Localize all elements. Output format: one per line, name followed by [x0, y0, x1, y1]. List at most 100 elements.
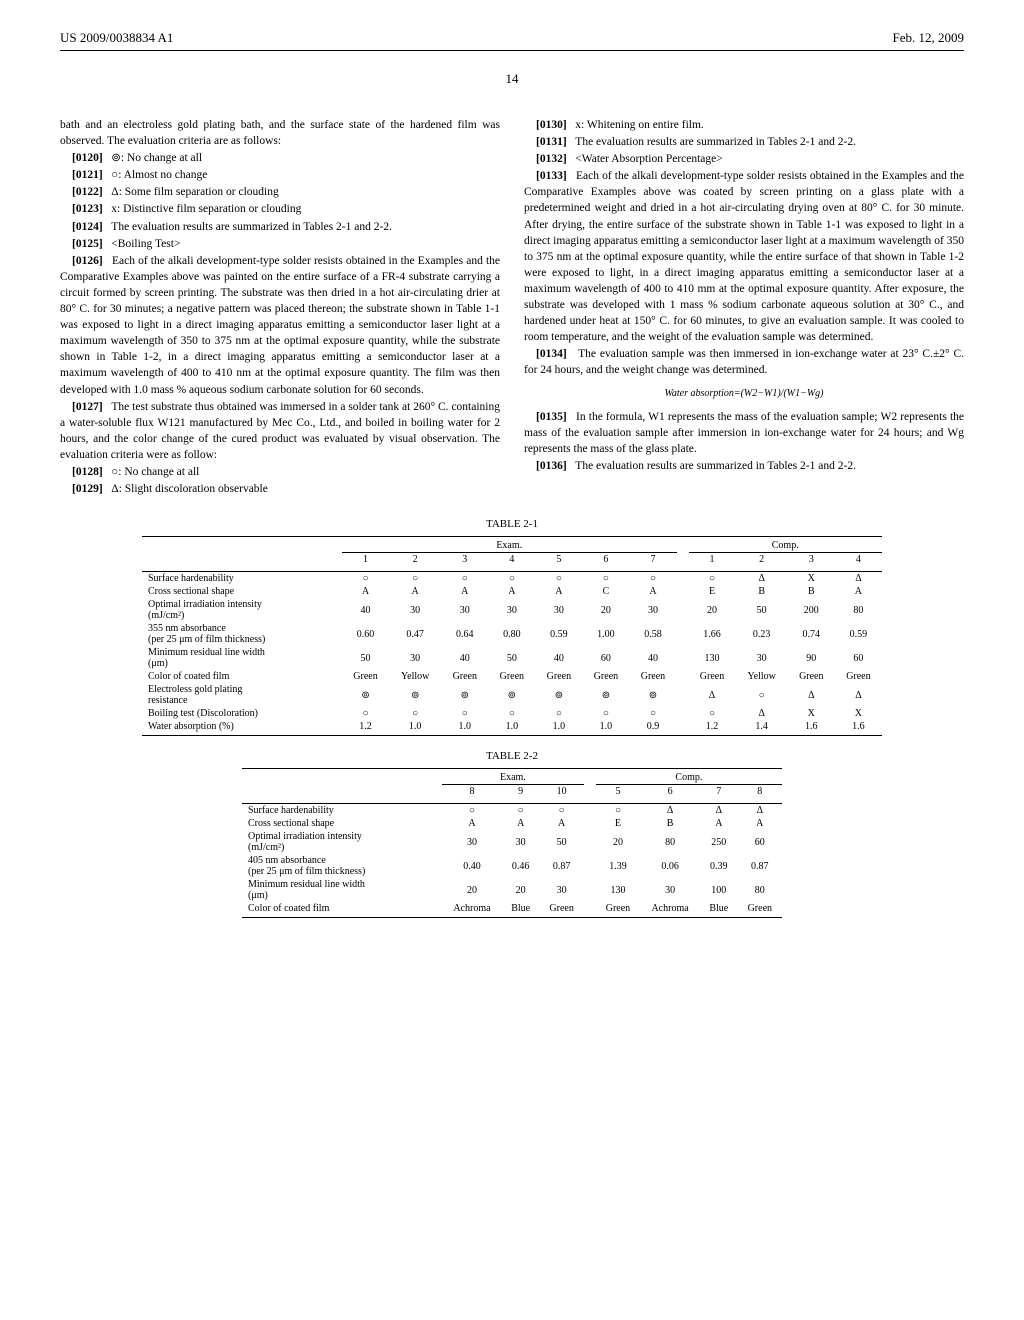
table-cell: 1.00	[582, 622, 629, 646]
table-cell: 30	[640, 878, 700, 902]
table-cell: ⊚	[441, 683, 488, 707]
table-cell: Δ	[788, 683, 835, 707]
para-0132: [0132] <Water Absorption Percentage>	[524, 151, 964, 167]
table-cell: 0.47	[389, 622, 441, 646]
page-header: US 2009/0038834 A1 Feb. 12, 2009	[60, 30, 964, 51]
table-cell: 30	[441, 598, 488, 622]
table-row-label: Surface hardenability	[142, 572, 342, 586]
table-cell: ○	[502, 804, 540, 818]
table-cell: 20	[582, 598, 629, 622]
table-cell: Green	[441, 670, 488, 683]
table-row-label: Minimum residual line width (μm)	[142, 646, 342, 670]
patent-page: US 2009/0038834 A1 Feb. 12, 2009 14 bath…	[0, 0, 1024, 948]
table-cell: 40	[535, 646, 582, 670]
table-cell: 250	[700, 830, 738, 854]
para-0128: [0128] ○: No change at all	[60, 464, 500, 480]
table-cell: Achroma	[640, 902, 700, 915]
table-cell: ○	[535, 572, 582, 586]
table-cell: 90	[788, 646, 835, 670]
table-cell: ○	[389, 572, 441, 586]
table-cell: 0.06	[640, 854, 700, 878]
table-cell: 20	[502, 878, 540, 902]
table-cell: ⊚	[342, 683, 389, 707]
table-col-header: 7	[629, 553, 676, 572]
table-cell: 130	[689, 646, 736, 670]
para-0136: [0136] The evaluation results are summar…	[524, 458, 964, 474]
table-cell: ○	[539, 804, 583, 818]
page-number: 14	[60, 71, 964, 87]
table-2-1-section: TABLE 2-1 Exam.Comp.12345671234Surface h…	[60, 518, 964, 736]
table-cell: 1.0	[582, 720, 629, 733]
table-cell: 0.59	[835, 622, 882, 646]
table-cell: B	[640, 817, 700, 830]
table-cell: Green	[342, 670, 389, 683]
table-cell: 40	[629, 646, 676, 670]
table-cell: Green	[488, 670, 535, 683]
table-group-exam: Exam.	[442, 771, 584, 785]
table-cell: ○	[736, 683, 788, 707]
table-cell: 0.64	[441, 622, 488, 646]
table-cell: A	[700, 817, 738, 830]
table-cell: Δ	[736, 572, 788, 586]
table-cell: 1.66	[689, 622, 736, 646]
left-column: bath and an electroless gold plating bat…	[60, 117, 500, 498]
table-cell: 20	[689, 598, 736, 622]
table-row-label: 355 nm absorbance (per 25 μm of film thi…	[142, 622, 342, 646]
table-cell: Δ	[835, 572, 882, 586]
table-cell: 0.59	[535, 622, 582, 646]
table-cell: Green	[596, 902, 640, 915]
table-cell: 30	[629, 598, 676, 622]
table-col-header: 4	[488, 553, 535, 572]
table-cell: ○	[582, 707, 629, 720]
para-0123: [0123] x: Distinctive film separation or…	[60, 201, 500, 217]
table-2-1-title: TABLE 2-1	[60, 518, 964, 530]
table-cell: ⊚	[582, 683, 629, 707]
para-0129: [0129] Δ: Slight discoloration observabl…	[60, 481, 500, 497]
table-cell: B	[788, 585, 835, 598]
table-col-header: 3	[441, 553, 488, 572]
table-cell: A	[539, 817, 583, 830]
table-cell: Yellow	[736, 670, 788, 683]
table-cell: 30	[389, 598, 441, 622]
table-cell: 200	[788, 598, 835, 622]
table-cell: 0.40	[442, 854, 502, 878]
para-0130: [0130] x: Whitening on entire film.	[524, 117, 964, 133]
table-row-label: 405 nm absorbance (per 25 μm of film thi…	[242, 854, 442, 878]
table-cell: ○	[582, 572, 629, 586]
table-cell: Δ	[835, 683, 882, 707]
table-row-label: Minimum residual line width (μm)	[242, 878, 442, 902]
table-cell: 100	[700, 878, 738, 902]
table-cell: A	[835, 585, 882, 598]
table-cell: ○	[342, 707, 389, 720]
table-group-comp: Comp.	[689, 539, 883, 553]
table-cell: 0.80	[488, 622, 535, 646]
para-0125: [0125] <Boiling Test>	[60, 236, 500, 252]
table-cell: 80	[835, 598, 882, 622]
right-column: [0130] x: Whitening on entire film. [013…	[524, 117, 964, 498]
table-2-2: Exam.Comp.89105678Surface hardenability○…	[242, 768, 782, 918]
table-row-label: Boiling test (Discoloration)	[142, 707, 342, 720]
table-cell: 0.58	[629, 622, 676, 646]
table-cell: X	[788, 707, 835, 720]
table-cell: 0.87	[539, 854, 583, 878]
para-0134: [0134] The evaluation sample was then im…	[524, 346, 964, 378]
table-cell: ○	[689, 707, 736, 720]
table-cell: 1.2	[689, 720, 736, 733]
table-cell: 30	[488, 598, 535, 622]
table-row-label: Cross sectional shape	[242, 817, 442, 830]
table-cell: Yellow	[389, 670, 441, 683]
table-cell: ○	[441, 572, 488, 586]
table-cell: Green	[629, 670, 676, 683]
table-cell: Δ	[736, 707, 788, 720]
table-col-header: 3	[788, 553, 835, 572]
para-0120: [0120] ⊚: No change at all	[60, 150, 500, 166]
text-columns: bath and an electroless gold plating bat…	[60, 117, 964, 498]
para-0133: [0133] Each of the alkali development-ty…	[524, 168, 964, 345]
table-cell: 130	[596, 878, 640, 902]
table-cell: X	[788, 572, 835, 586]
table-cell: ⊚	[488, 683, 535, 707]
table-cell: 0.46	[502, 854, 540, 878]
table-cell: Green	[535, 670, 582, 683]
table-row-label: Surface hardenability	[242, 804, 442, 818]
table-cell: A	[738, 817, 782, 830]
